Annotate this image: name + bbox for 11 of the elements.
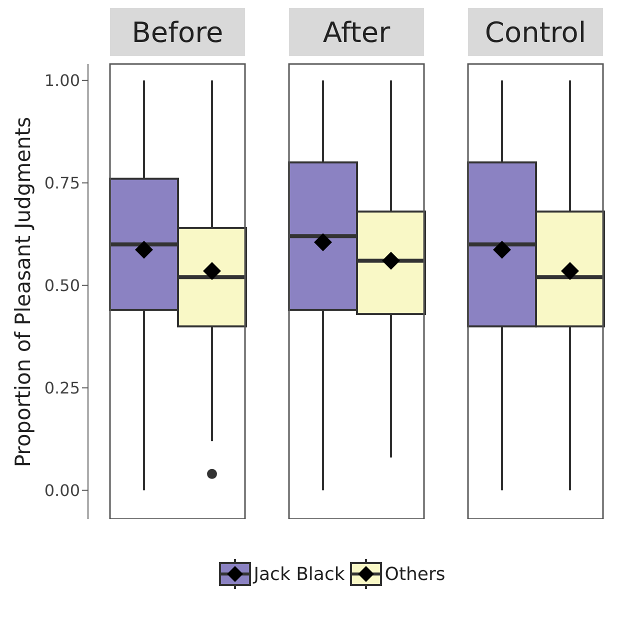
y-tick-label: 0.25: [44, 378, 80, 398]
x-tick-label: Before: [132, 16, 224, 49]
y-tick-label: 0.50: [44, 276, 80, 296]
y-axis-title: Proportion of Pleasant Judgments: [11, 116, 35, 467]
x-tick-label: Control: [484, 16, 586, 49]
x-tick-label: After: [322, 16, 391, 49]
y-tick-label: 1.00: [44, 71, 80, 90]
y-tick-label: 0.75: [44, 174, 80, 193]
legend-label: Jack Black: [254, 564, 345, 584]
y-tick-label: 0.00: [44, 480, 80, 500]
legend-label: Others: [384, 564, 446, 584]
